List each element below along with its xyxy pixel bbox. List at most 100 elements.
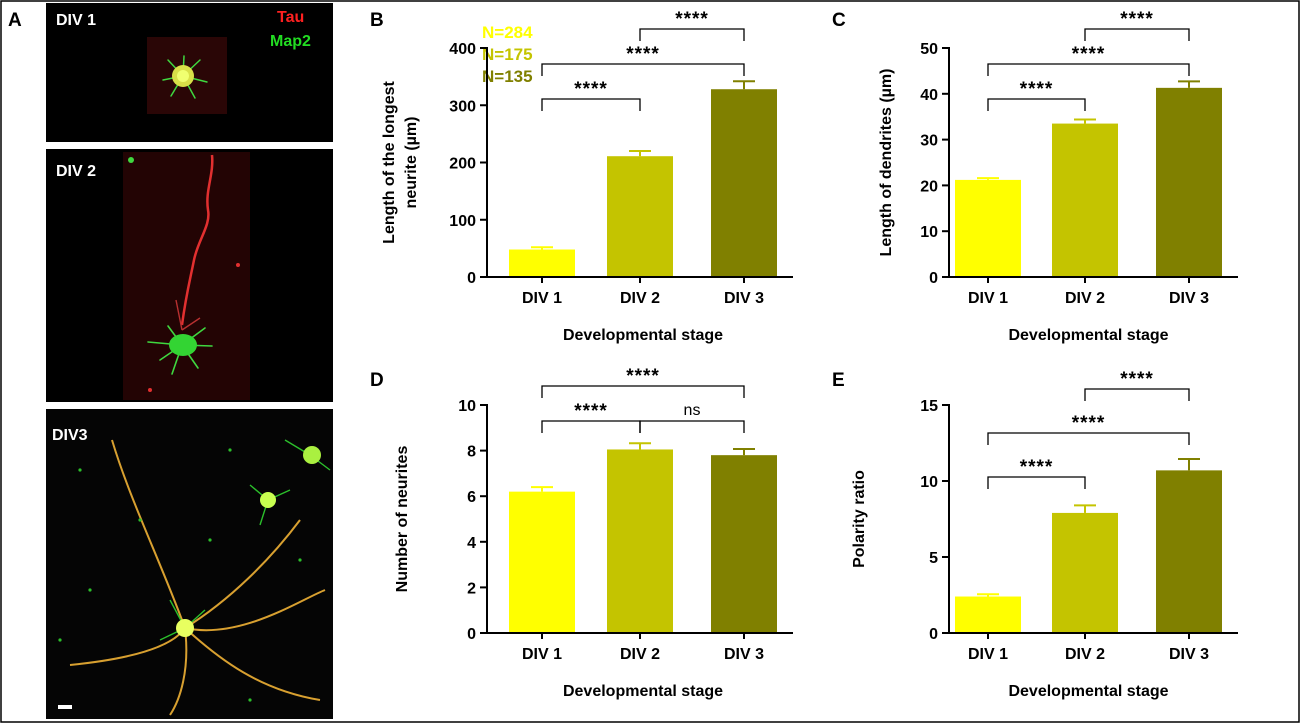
panel-letter-b: B	[370, 10, 384, 31]
significance-label: ****	[1020, 457, 1054, 478]
significance-label: ****	[1072, 44, 1106, 65]
y-tick-label: 0	[929, 626, 938, 643]
bar-div-1	[509, 491, 575, 633]
y-tick-label: 10	[458, 398, 476, 415]
y-tick-label: 2	[467, 580, 476, 597]
y-tick-label: 5	[929, 550, 938, 567]
bar-div-2	[1052, 123, 1118, 277]
category-label: DIV 2	[1065, 290, 1105, 307]
category-label: DIV 3	[724, 646, 764, 663]
bar-div-3	[711, 455, 777, 633]
significance-bracket	[639, 420, 745, 433]
y-axis-title: Length of the longest	[381, 81, 398, 244]
significance-label: ****	[574, 79, 608, 100]
n-label-div2: N=175	[482, 45, 533, 64]
y-tick-label: 40	[920, 87, 938, 104]
y-tick-label: 20	[920, 178, 938, 195]
y-axis-title: Polarity ratio	[851, 470, 868, 568]
significance-bracket	[541, 98, 641, 111]
micrograph-div1: DIV 1 Tau Map2	[46, 3, 333, 142]
chart-panel-d: DIV 1 DIV 2 DIV 3 0 2 4 6 8 10 Developmental stag…	[394, 366, 793, 700]
category-label: DIV 1	[968, 290, 1008, 307]
bar-div-1	[955, 179, 1021, 277]
chart-panel-b: DIV 1 DIV 2 DIV 3 0 100 200 300 400 Developmenta…	[381, 9, 793, 344]
significance-label: ****	[1120, 9, 1154, 30]
micrograph-label-div3: DIV3	[52, 427, 88, 444]
x-axis-title: Developmental stage	[1008, 327, 1168, 344]
significance-bracket	[987, 63, 1190, 76]
y-tick-label: 0	[467, 270, 476, 287]
panel-letter-c: C	[832, 10, 846, 31]
micrograph-label-div1: DIV 1	[56, 12, 96, 29]
y-tick-label: 200	[449, 156, 476, 173]
x-axis-title: Developmental stage	[563, 327, 723, 344]
n-label-div1: N=284	[482, 23, 533, 42]
significance-label: ****	[1120, 369, 1154, 390]
category-label: DIV 2	[620, 290, 660, 307]
significance-label: ****	[626, 44, 660, 65]
chart-panel-e: DIV 1 DIV 2 DIV 3 0 5 10 15 Developmental stage…	[851, 369, 1238, 700]
x-axis-title: Developmental stage	[563, 683, 723, 700]
y-tick-label: 4	[467, 535, 476, 552]
micrograph-div2: DIV 2	[46, 149, 333, 402]
category-label: DIV 3	[1169, 290, 1209, 307]
significance-bracket	[1084, 388, 1190, 401]
bar-div-3	[711, 89, 777, 277]
y-tick-label: 100	[449, 213, 476, 230]
significance-bracket	[987, 432, 1190, 445]
bar-div-3	[1156, 470, 1222, 633]
y-axis-title: Length of dendrites (µm)	[878, 69, 895, 257]
panel-letter-a: A	[8, 10, 22, 31]
significance-bracket	[541, 420, 641, 433]
micrograph-label-div2: DIV 2	[56, 163, 96, 180]
significance-label: ****	[675, 9, 709, 30]
y-tick-label: 300	[449, 98, 476, 115]
chart-panel-c: DIV 1 DIV 2 DIV 3 0 10 20 30 40 50 Developmental …	[878, 9, 1238, 344]
significance-bracket	[987, 476, 1086, 489]
panel-letter-d: D	[370, 370, 384, 391]
legend-map2: Map2	[270, 33, 311, 50]
n-label-div3: N=135	[482, 67, 533, 86]
significance-label: ****	[574, 401, 608, 422]
y-tick-label: 8	[467, 444, 476, 461]
significance-label: ****	[1072, 413, 1106, 434]
y-tick-label: 10	[920, 224, 938, 241]
significance-bracket	[639, 28, 745, 41]
bar-div-1	[509, 249, 575, 277]
y-tick-label: 6	[467, 489, 476, 506]
significance-bracket	[1084, 28, 1190, 41]
significance-label: ****	[1020, 79, 1054, 100]
micrograph-div3: DIV3	[46, 409, 333, 719]
significance-bracket	[987, 98, 1086, 111]
significance-label: ****	[626, 366, 660, 387]
y-tick-label: 15	[920, 398, 938, 415]
category-label: DIV 1	[522, 290, 562, 307]
significance-bracket	[541, 385, 745, 398]
significance-bracket	[541, 63, 745, 76]
y-tick-label: 0	[467, 626, 476, 643]
category-label: DIV 2	[1065, 646, 1105, 663]
micrograph-panel: DIV 1 Tau Map2 DIV 2	[46, 3, 333, 719]
category-label: DIV 2	[620, 646, 660, 663]
category-label: DIV 3	[724, 290, 764, 307]
x-axis-title: Developmental stage	[1008, 683, 1168, 700]
bar-div-2	[607, 156, 673, 277]
category-label: DIV 1	[522, 646, 562, 663]
y-axis-title: neurite (µm)	[403, 117, 420, 209]
y-tick-label: 10	[920, 474, 938, 491]
category-label: DIV 1	[968, 646, 1008, 663]
panel-letter-e: E	[832, 370, 845, 391]
significance-label: ns	[684, 402, 701, 419]
y-tick-label: 400	[449, 41, 476, 58]
bar-div-1	[955, 596, 1021, 633]
y-tick-label: 50	[920, 41, 938, 58]
bar-div-3	[1156, 87, 1222, 277]
legend-tau: Tau	[277, 9, 304, 26]
y-axis-title: Number of neurites	[394, 446, 411, 593]
y-tick-label: 30	[920, 133, 938, 150]
category-label: DIV 3	[1169, 646, 1209, 663]
bar-div-2	[1052, 512, 1118, 633]
bar-div-2	[607, 449, 673, 633]
